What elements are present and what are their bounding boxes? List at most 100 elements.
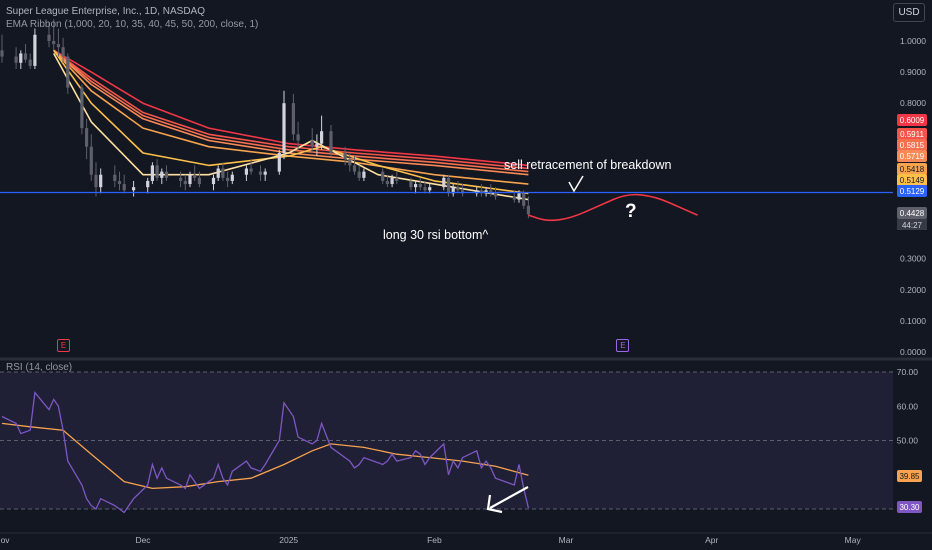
candle-body (385, 180, 389, 185)
candle-body (0, 50, 4, 57)
candle-body (489, 190, 493, 194)
candle-body (296, 134, 300, 141)
price-label-box (897, 163, 927, 175)
rsi-arrow-shaft (489, 486, 529, 509)
currency-button[interactable]: USD (893, 3, 925, 22)
candle-body (117, 180, 122, 185)
candle-body (160, 171, 164, 178)
time-tick-label: Mar (559, 535, 574, 545)
candle-body (221, 168, 225, 178)
candle-body (348, 159, 352, 166)
rsi-ma-line (1, 422, 529, 490)
candle-body (197, 177, 201, 185)
candle-body (479, 190, 483, 194)
candle-body (526, 205, 530, 215)
candle-body (85, 128, 89, 147)
rsi-value-text: 39.85 (899, 472, 920, 481)
candle-body (442, 177, 446, 188)
candle-body (320, 131, 324, 144)
candle-body (343, 152, 347, 160)
candle-body (52, 41, 56, 45)
price-tick-label: 0.2000 (900, 285, 926, 295)
price-label-text: 0.5815 (900, 141, 925, 150)
rsi-tick-label: 70.00 (897, 367, 919, 377)
time-tick-label: 2025 (279, 535, 298, 545)
candle-body (56, 44, 60, 48)
time-tick-label: Feb (427, 535, 442, 545)
price-label-box (897, 207, 927, 219)
question-annotation: ? (625, 201, 637, 222)
candle-body (155, 165, 159, 178)
candle-body (315, 143, 319, 147)
price-tick-label: 0.8000 (900, 98, 926, 108)
peak-arrow (568, 175, 584, 193)
price-tick-label: 0.0000 (900, 347, 926, 357)
candle-body (122, 184, 126, 191)
time-tick-label: May (845, 535, 862, 545)
candle-body (226, 177, 230, 181)
candle-body (456, 187, 460, 191)
candle-body (150, 165, 154, 181)
candle-body (461, 190, 465, 194)
candle-body (193, 174, 197, 178)
candle-body (390, 177, 394, 185)
candle-body (517, 193, 521, 200)
price-label-text: 0.6009 (900, 116, 925, 125)
ema-line-50 (53, 49, 529, 170)
candle-body (61, 47, 65, 57)
price-label-text: 0.5129 (900, 187, 925, 196)
candle-body (132, 187, 136, 191)
candle-body (522, 193, 526, 206)
price-label-box (897, 174, 927, 186)
candle-body (277, 152, 281, 172)
candle-body (113, 174, 117, 181)
earnings-badge-mar[interactable]: E (616, 339, 630, 352)
candle-body (282, 103, 286, 153)
candle-body (451, 187, 455, 194)
price-label-box (897, 139, 927, 151)
symbol-title[interactable]: Super League Enterprise, Inc., 1D, NASDA… (6, 6, 205, 17)
earnings-badge-nov[interactable]: E (57, 339, 71, 352)
candle-body (188, 174, 192, 185)
candle-body (183, 180, 187, 185)
candle-body (33, 34, 37, 66)
countdown-box (897, 219, 927, 230)
candle-body (258, 171, 263, 175)
candle-body (80, 87, 84, 129)
candle-body (164, 171, 169, 178)
candle-body (19, 53, 23, 63)
price-label-box (897, 128, 927, 140)
candle-body (94, 174, 98, 188)
ema-ribbon-legend[interactable]: EMA Ribbon (1,000, 20, 10, 35, 40, 45, 5… (6, 19, 259, 30)
candle-body (395, 177, 399, 181)
candle-body (512, 196, 516, 200)
candle-body (23, 53, 28, 60)
candle-body (211, 177, 216, 185)
candle-body (446, 177, 451, 194)
rsi-arrow-head (486, 494, 503, 514)
candle-body (310, 140, 314, 147)
candle-body (14, 56, 18, 63)
candle-body (418, 184, 422, 188)
ema-line-20 (53, 49, 529, 195)
time-tick-label: Dec (135, 535, 151, 545)
price-label-text: 0.4428 (900, 209, 925, 218)
time-tick-label: Apr (705, 535, 718, 545)
candle-body (414, 184, 418, 188)
candle-body (362, 171, 366, 178)
candle-body (291, 103, 295, 135)
long-annotation: long 30 rsi bottom^ (383, 228, 489, 242)
candle-body (244, 168, 248, 175)
rsi-value-box (897, 470, 922, 482)
candle-body (352, 165, 357, 172)
candle-body (484, 190, 488, 194)
candle-body (329, 131, 333, 153)
candle-body (99, 174, 103, 188)
time-tick-label: Nov (0, 535, 10, 545)
ema-line-45 (53, 49, 529, 173)
price-label-text: 0.5418 (900, 165, 925, 174)
price-label-text: 0.5719 (900, 152, 925, 161)
rsi-legend[interactable]: RSI (14, close) (6, 362, 73, 373)
price-tick-label: 0.3000 (900, 254, 926, 264)
